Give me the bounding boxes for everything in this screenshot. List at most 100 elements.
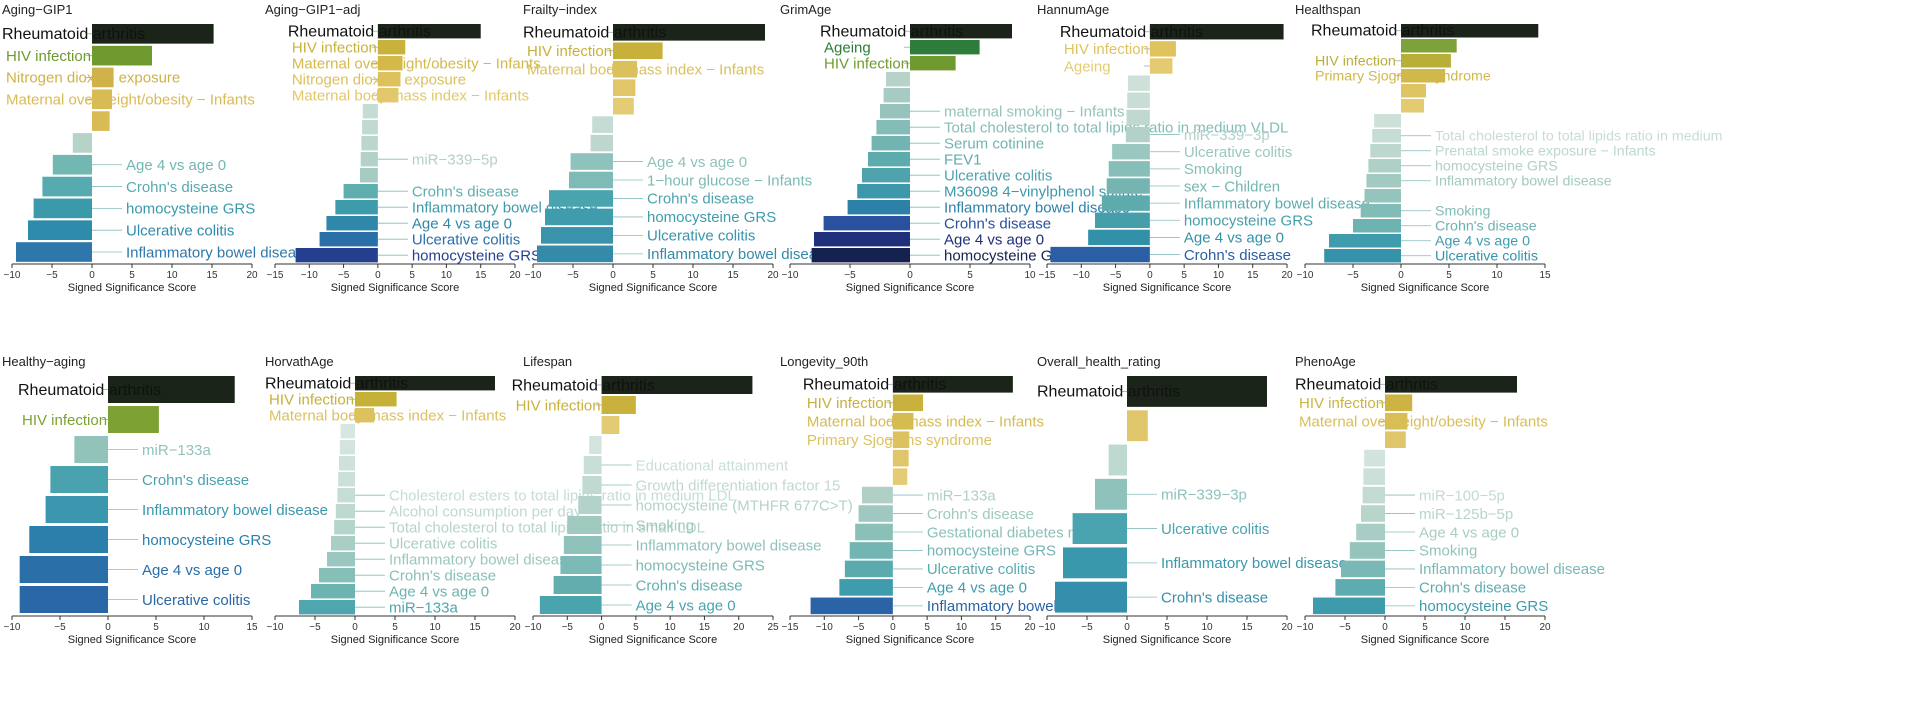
bar bbox=[545, 208, 613, 226]
bar bbox=[1335, 579, 1385, 596]
bar bbox=[1095, 212, 1150, 228]
bar-label: Crohn's disease bbox=[142, 472, 249, 489]
x-tick-label: −5 bbox=[54, 622, 66, 633]
bar bbox=[876, 120, 910, 135]
bar bbox=[335, 504, 355, 519]
bar bbox=[601, 396, 636, 414]
bar bbox=[582, 476, 602, 494]
bar-label: Smoking bbox=[1184, 161, 1242, 178]
bar bbox=[362, 104, 378, 119]
bar-label: homocysteine GRS bbox=[927, 543, 1056, 560]
bar-label: HIV infection bbox=[269, 391, 354, 408]
x-tick-label: −10 bbox=[1039, 622, 1056, 633]
panel-title: Healthy−aging bbox=[2, 354, 85, 369]
bar-label: Alcohol consumption per day bbox=[389, 503, 582, 520]
bar-label: Age 4 vs age 0 bbox=[389, 583, 489, 600]
x-tick-label: 20 bbox=[1281, 270, 1293, 281]
bar bbox=[377, 24, 481, 39]
bar bbox=[1360, 204, 1401, 218]
panel-title: GrimAge bbox=[780, 2, 831, 17]
bar-label: Maternal body mass index − Infants bbox=[292, 87, 529, 104]
bar-label: Rheumatoid arthritis bbox=[1037, 384, 1180, 401]
x-tick-label: 10 bbox=[166, 270, 178, 281]
bar bbox=[839, 579, 893, 596]
bar bbox=[377, 40, 406, 55]
x-tick-label: 20 bbox=[1024, 622, 1036, 633]
x-tick-label: −15 bbox=[782, 622, 799, 633]
bar bbox=[553, 576, 602, 594]
bar-label: Primary Sjogrens syndrome bbox=[807, 432, 992, 449]
bar bbox=[1341, 560, 1385, 578]
x-tick-label: −10 bbox=[525, 622, 542, 633]
bar-label: miR−339−3p bbox=[1161, 487, 1247, 504]
bar-label: Maternal body mass index − Infants bbox=[527, 61, 764, 78]
panel-title: Aging−GIP1−adj bbox=[265, 2, 361, 17]
bar-label: Smoking bbox=[636, 517, 694, 534]
x-tick-label: 15 bbox=[475, 270, 487, 281]
x-tick-label: 0 bbox=[1382, 622, 1388, 633]
x-tick-label: 0 bbox=[1398, 270, 1404, 281]
panel-healthy-aging: Healthy−aging Rheumatoid arthritis HIV inf… bbox=[2, 354, 328, 646]
x-tick-label: 5 bbox=[967, 270, 973, 281]
x-tick-label: 15 bbox=[990, 622, 1002, 633]
x-tick-label: −10 bbox=[1297, 270, 1314, 281]
bar-label: HIV infection bbox=[22, 412, 107, 429]
panel-title: Lifespan bbox=[523, 354, 572, 369]
x-tick-label: −15 bbox=[1039, 270, 1056, 281]
panel-title: Healthspan bbox=[1295, 2, 1361, 17]
bar-label: HIV infection bbox=[807, 395, 892, 412]
bar bbox=[19, 586, 108, 613]
bar-label: Rheumatoid arthritis bbox=[803, 377, 946, 394]
bar bbox=[1108, 161, 1150, 177]
bar bbox=[16, 242, 92, 262]
bar bbox=[549, 190, 613, 207]
bar bbox=[858, 505, 893, 522]
bar-label: Inflammatory bowel disease bbox=[1435, 174, 1612, 190]
bar bbox=[92, 45, 152, 66]
bar bbox=[74, 436, 108, 463]
x-tick-label: 15 bbox=[1247, 270, 1259, 281]
bar bbox=[892, 412, 914, 430]
panel-aging-gip1: Aging−GIP1 Rheumatoid arthritis HIV infect… bbox=[2, 2, 312, 294]
panel-title: Frailty−index bbox=[523, 2, 598, 17]
bar bbox=[1149, 24, 1284, 40]
bar bbox=[327, 552, 355, 567]
bar-label: miR−100−5p bbox=[1419, 487, 1505, 504]
bar-label: Maternal overweight/obesity − Infants bbox=[1299, 413, 1548, 430]
bar-label: Inflammatory bowel disease bbox=[944, 199, 1130, 216]
bar bbox=[1385, 431, 1406, 448]
bar bbox=[1401, 24, 1539, 38]
bar bbox=[377, 56, 403, 71]
bar bbox=[862, 168, 910, 183]
bar bbox=[847, 200, 910, 215]
bar bbox=[361, 136, 378, 151]
bar-label: Smoking bbox=[1419, 543, 1477, 560]
bar bbox=[45, 496, 108, 523]
bar bbox=[50, 466, 108, 493]
bar-label: Ulcerative colitis bbox=[1161, 521, 1269, 538]
x-tick-label: 0 bbox=[105, 622, 111, 633]
bar bbox=[855, 523, 893, 541]
bar bbox=[72, 133, 92, 153]
x-tick-label: −10 bbox=[1297, 622, 1314, 633]
bar-label: HIV infection bbox=[527, 43, 612, 60]
bar-label: Ulcerative colitis bbox=[927, 561, 1035, 578]
x-axis-label: Signed Significance Score bbox=[1361, 634, 1489, 646]
bar bbox=[1385, 394, 1413, 412]
bar bbox=[29, 526, 109, 553]
bar-label: Age 4 vs age 0 bbox=[126, 157, 226, 174]
bar bbox=[541, 227, 613, 244]
bar-label: Crohn's disease bbox=[1184, 247, 1291, 264]
x-tick-label: 0 bbox=[352, 622, 358, 633]
bar bbox=[601, 376, 753, 394]
bar bbox=[592, 116, 613, 133]
bar-label: miR−133a bbox=[389, 599, 458, 616]
bar-label: Age 4 vs age 0 bbox=[412, 215, 512, 232]
bar bbox=[892, 468, 908, 485]
x-tick-label: 15 bbox=[246, 622, 258, 633]
x-tick-label: 0 bbox=[599, 622, 605, 633]
bar bbox=[563, 536, 602, 554]
bar-label: Primary Sjogrens syndrome bbox=[1315, 69, 1491, 85]
